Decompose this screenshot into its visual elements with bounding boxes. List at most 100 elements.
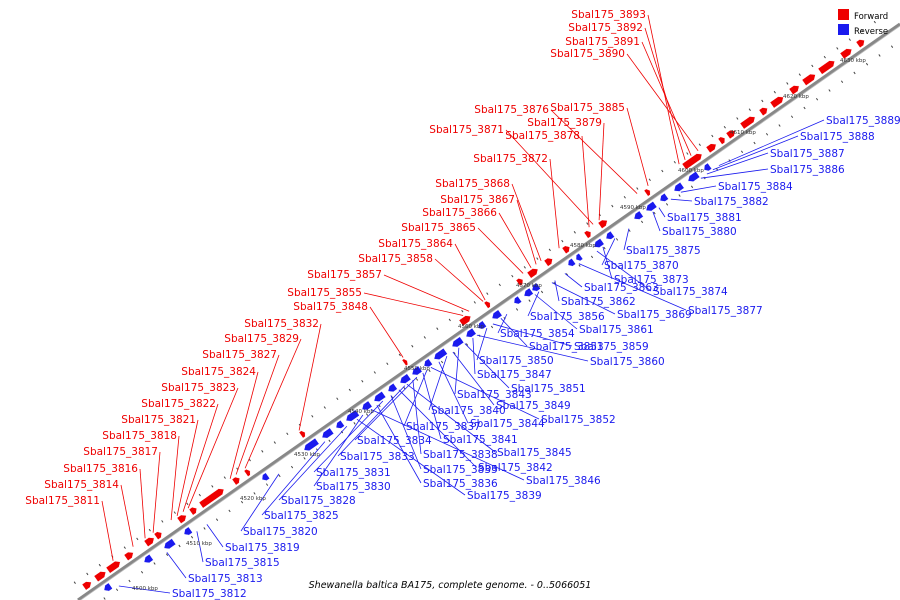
reverse-gene-arrow bbox=[605, 230, 615, 240]
minor-tick bbox=[828, 89, 831, 92]
reverse-gene-label: Sbal175_3840 bbox=[431, 405, 506, 417]
forward-gene-label: Sbal175_3878 bbox=[505, 130, 580, 142]
kbp-tick-label: 4530 kbp bbox=[294, 452, 320, 458]
forward-gene-label: Sbal175_3816 bbox=[63, 463, 138, 475]
reverse-gene-arrow bbox=[465, 327, 477, 338]
forward-gene-arrow bbox=[788, 85, 800, 95]
leader-line-reverse bbox=[278, 425, 348, 501]
leader-line-reverse bbox=[706, 152, 769, 175]
minor-tick bbox=[365, 413, 369, 416]
forward-gene-arrow bbox=[739, 116, 756, 130]
minor-tick bbox=[228, 509, 231, 513]
reverse-gene-arrow bbox=[321, 427, 335, 439]
leader-line-forward bbox=[298, 323, 322, 431]
reverse-gene-label: Sbal175_3841 bbox=[443, 434, 518, 446]
minor-tick bbox=[223, 476, 226, 479]
leader-line-reverse bbox=[196, 531, 204, 563]
reverse-gene-label: Sbal175_3820 bbox=[243, 526, 318, 538]
kbp-tick-label: 4520 kbp bbox=[240, 496, 266, 502]
minor-tick bbox=[123, 546, 126, 549]
minor-tick bbox=[265, 483, 269, 486]
leader-line-forward bbox=[477, 227, 524, 274]
forward-gene-label: Sbal175_3823 bbox=[161, 382, 236, 394]
minor-tick bbox=[153, 562, 156, 565]
minor-tick bbox=[165, 553, 169, 556]
kbp-tick-label: 4600 kbp bbox=[678, 168, 704, 174]
minor-tick bbox=[486, 292, 489, 295]
reverse-gene-arrow bbox=[433, 347, 448, 360]
minor-tick bbox=[290, 465, 294, 469]
minor-tick bbox=[361, 379, 364, 383]
reverse-gene-label: Sbal175_3861 bbox=[579, 324, 654, 336]
forward-gene-label: Sbal175_3814 bbox=[44, 479, 119, 491]
leader-line-reverse bbox=[406, 383, 496, 453]
kbp-tick-label: 4610 kbp bbox=[730, 130, 756, 136]
reverse-gene-label: Sbal175_3842 bbox=[478, 462, 553, 474]
forward-gene-label: Sbal175_3867 bbox=[440, 194, 515, 206]
gene-labels: Sbal175_3893Sbal175_3892Sbal175_3891Sbal… bbox=[25, 9, 900, 600]
minor-tick bbox=[353, 422, 356, 425]
leader-line-forward bbox=[550, 109, 638, 194]
reverse-gene-arrow bbox=[303, 437, 320, 451]
kbp-tick-label: 4550 kbp bbox=[404, 366, 430, 372]
kbp-tick-label: 4580 kbp bbox=[570, 243, 596, 249]
minor-tick bbox=[453, 351, 456, 355]
forward-gene-arrow bbox=[801, 73, 816, 86]
minor-tick bbox=[740, 150, 744, 154]
leader-line-reverse bbox=[623, 228, 630, 251]
minor-tick bbox=[203, 527, 206, 530]
reverse-gene-label: Sbal175_3831 bbox=[316, 467, 391, 479]
leader-line-reverse bbox=[166, 552, 187, 579]
minor-tick bbox=[373, 371, 376, 374]
reverse-gene-arrow bbox=[411, 365, 423, 376]
reverse-gene-arrow bbox=[183, 526, 193, 536]
forward-gene-arrow bbox=[725, 130, 736, 140]
leader-line-forward bbox=[152, 451, 161, 533]
reverse-gene-arrow bbox=[523, 287, 534, 297]
minor-tick bbox=[686, 152, 689, 155]
forward-gene-label: Sbal175_3811 bbox=[25, 495, 100, 507]
leader-line-reverse bbox=[551, 282, 616, 315]
minor-tick bbox=[86, 572, 89, 576]
forward-gene-arrow bbox=[643, 188, 651, 197]
reverse-gene-arrow bbox=[513, 295, 523, 305]
reverse-gene-label: Sbal175_3845 bbox=[497, 447, 572, 459]
reverse-gene-arrow bbox=[531, 282, 541, 292]
leader-line-forward bbox=[101, 500, 114, 561]
minor-tick bbox=[448, 318, 451, 322]
minor-tick bbox=[586, 222, 589, 225]
minor-tick bbox=[723, 125, 726, 129]
leader-line-reverse bbox=[438, 361, 469, 424]
leader-line-forward bbox=[229, 371, 259, 479]
minor-tick bbox=[786, 82, 789, 85]
forward-gene-arrow bbox=[123, 551, 134, 561]
leader-line-reverse bbox=[398, 389, 477, 468]
leader-line-reverse bbox=[464, 343, 510, 389]
reverse-gene-arrow bbox=[687, 171, 701, 182]
minor-tick bbox=[465, 343, 469, 346]
leader-line-reverse bbox=[452, 351, 495, 406]
genome-caption: Shewanella baltica BA175, complete genom… bbox=[309, 580, 592, 591]
reverse-gene-arrow bbox=[373, 391, 387, 402]
leader-line-reverse bbox=[578, 263, 687, 311]
forward-gene-arrow bbox=[483, 300, 491, 309]
leader-line-reverse bbox=[658, 207, 666, 218]
leader-line-forward bbox=[235, 354, 280, 475]
reverse-gene-arrow bbox=[335, 419, 345, 429]
minor-tick bbox=[823, 55, 826, 59]
kbp-tick-label: 4570 kbp bbox=[516, 283, 542, 289]
leader-line-forward bbox=[176, 419, 199, 516]
minor-tick bbox=[140, 570, 144, 574]
minor-tick bbox=[148, 528, 151, 532]
forward-gene-label: Sbal175_3855 bbox=[287, 287, 362, 299]
reverse-gene-arrow bbox=[261, 472, 271, 481]
genome-axis bbox=[77, 22, 900, 600]
minor-tick bbox=[615, 238, 619, 241]
axis-line-shadow bbox=[80, 25, 900, 600]
leader-line-forward bbox=[369, 306, 404, 358]
leader-line-reverse bbox=[670, 198, 693, 202]
leader-line-reverse bbox=[554, 280, 560, 302]
forward-gene-arrow bbox=[143, 537, 155, 547]
leader-line-reverse bbox=[412, 379, 422, 455]
minor-tick bbox=[573, 231, 576, 234]
